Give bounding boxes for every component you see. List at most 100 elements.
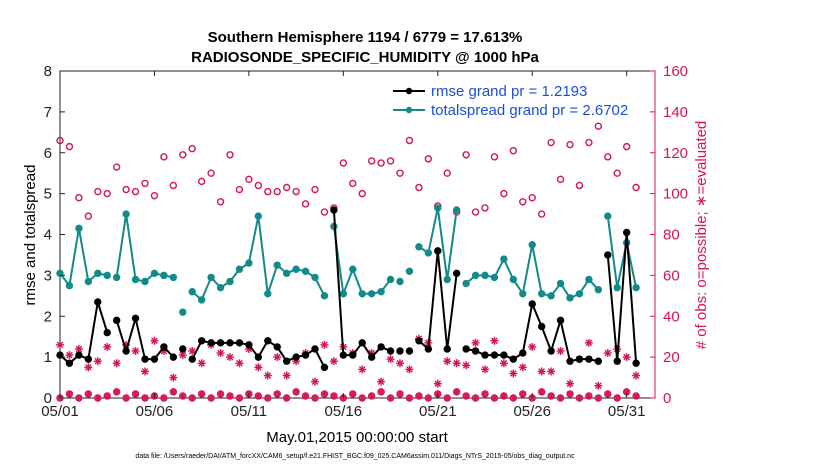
- rmse-point: [282, 357, 291, 365]
- totalspread-point: [604, 212, 612, 220]
- obs-possible-point: [604, 153, 612, 161]
- obs-possible-point: [367, 157, 376, 165]
- obs-evaluated-point: [188, 346, 197, 355]
- obs-possible-point: [556, 175, 565, 184]
- obs-possible-point: [103, 189, 111, 198]
- rmse-point: [462, 345, 470, 353]
- totalspread-point: [254, 212, 263, 220]
- obs-possible-point: [349, 179, 357, 188]
- y-left-tick-label: 2: [44, 308, 52, 325]
- y-left-tick-label: 7: [44, 104, 52, 121]
- obs-possible-point: [585, 138, 593, 147]
- obs-baseline-star: [396, 390, 404, 398]
- obs-possible-point: [273, 187, 281, 196]
- rmse-point: [330, 206, 338, 214]
- rmse-point: [75, 351, 83, 359]
- obs-baseline-star: [575, 394, 583, 402]
- rmse-point: [509, 355, 518, 363]
- rmse-point: [434, 247, 442, 255]
- obs-baseline-star: [519, 390, 527, 398]
- obs-baseline-star: [604, 390, 612, 398]
- legend-spread-marker: [405, 106, 413, 114]
- obs-possible-point: [254, 181, 263, 190]
- obs-possible-point: [75, 194, 83, 202]
- obs-possible-point: [575, 181, 584, 190]
- totalspread-point: [367, 290, 376, 298]
- obs-evaluated-point: [273, 353, 282, 362]
- rmse-point: [235, 339, 244, 347]
- obs-baseline-star: [557, 394, 565, 402]
- totalspread-point: [462, 279, 470, 288]
- obs-baseline-star: [387, 394, 395, 402]
- obs-possible-point: [339, 159, 348, 167]
- obs-baseline-star: [481, 390, 489, 398]
- rmse-point: [556, 316, 565, 325]
- rmse-point: [537, 322, 546, 331]
- totalspread-point: [207, 273, 215, 282]
- obs-possible-point: [471, 208, 480, 216]
- obs-possible-point: [528, 194, 536, 202]
- obs-baseline-star: [509, 394, 517, 402]
- totalspread-point: [235, 265, 244, 273]
- chart-title-line2: RADIOSONDE_SPECIFIC_HUMIDITY @ 1000 hPa: [191, 49, 539, 66]
- obs-baseline-star: [75, 394, 83, 402]
- totalspread-point: [75, 224, 83, 233]
- obs-possible-point: [235, 185, 244, 194]
- y-axis-right-label: # of obs: o=possible; ∗=evaluated: [693, 121, 710, 350]
- obs-possible-point: [179, 151, 187, 159]
- obs-possible-point: [141, 179, 149, 188]
- obs-baseline-star: [462, 392, 470, 400]
- totalspread-point: [452, 206, 461, 214]
- rmse-point: [188, 355, 196, 363]
- rmse-point: [471, 347, 480, 355]
- obs-possible-point: [386, 157, 395, 165]
- obs-possible-point: [632, 183, 640, 192]
- obs-baseline-star: [368, 392, 376, 400]
- obs-baseline-star: [302, 392, 310, 400]
- obs-possible-point: [462, 151, 470, 159]
- obs-possible-point: [292, 187, 300, 196]
- obs-evaluated-point: [197, 359, 206, 368]
- rmse-point: [632, 359, 640, 367]
- obs-evaluated-point: [65, 351, 74, 360]
- obs-possible-point: [245, 175, 253, 184]
- obs-evaluated-point: [112, 359, 121, 368]
- y-left-tick-label: 0: [44, 390, 52, 407]
- totalspread-point: [471, 271, 480, 280]
- obs-possible-point: [311, 185, 319, 194]
- totalspread-point: [434, 204, 442, 212]
- obs-possible-point: [207, 169, 215, 177]
- rmse-point: [84, 355, 93, 363]
- obs-baseline-star: [623, 388, 631, 396]
- obs-evaluated-point: [490, 336, 499, 345]
- obs-baseline-star: [585, 392, 593, 400]
- totalspread-point: [585, 275, 593, 284]
- obs-evaluated-point: [566, 379, 574, 388]
- y-right-tick-label: 40: [663, 308, 680, 325]
- obs-possible-point: [226, 151, 234, 159]
- obs-evaluated-point: [537, 367, 546, 376]
- rmse-point: [585, 355, 593, 363]
- obs-evaluated-point: [320, 340, 329, 349]
- totalspread-point: [264, 290, 272, 298]
- obs-evaluated-point: [452, 359, 461, 368]
- totalspread-point: [112, 273, 121, 282]
- obs-baseline-star: [547, 392, 555, 400]
- obs-possible-point: [509, 147, 518, 155]
- obs-baseline-star: [443, 394, 451, 402]
- obs-possible-point: [150, 191, 159, 200]
- obs-baseline-star: [292, 388, 300, 396]
- obs-possible-point: [490, 153, 499, 161]
- obs-baseline-star: [84, 390, 92, 398]
- rmse-point: [547, 347, 555, 355]
- totalspread-point: [509, 275, 518, 284]
- rmse-point: [160, 343, 168, 351]
- totalspread-point: [528, 241, 536, 249]
- y-right-tick-label: 80: [663, 227, 680, 244]
- totalspread-point: [500, 255, 508, 263]
- obs-baseline-star: [65, 390, 73, 398]
- obs-evaluated-point: [329, 357, 338, 366]
- obs-possible-point: [396, 169, 404, 177]
- obs-possible-point: [160, 153, 168, 161]
- obs-possible-point: [122, 185, 130, 194]
